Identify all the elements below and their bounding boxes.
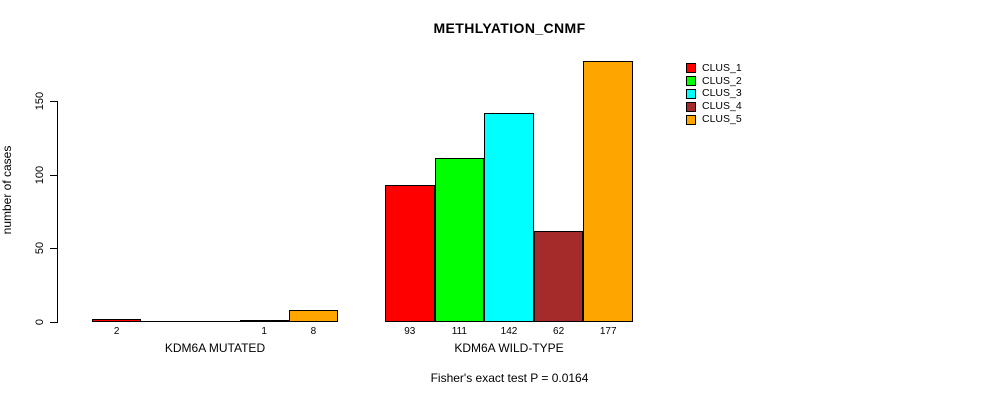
legend-swatch	[686, 63, 696, 74]
y-axis-line	[57, 101, 58, 323]
y-tick	[50, 248, 57, 249]
bar-value-label: 177	[599, 326, 617, 337]
legend-label: CLUS_3	[702, 87, 742, 100]
y-tick-label: 150	[34, 91, 46, 111]
y-axis-label: number of cases	[0, 145, 14, 235]
y-tick-label: 50	[34, 241, 46, 255]
bar-clus_5	[583, 61, 633, 322]
bar-value-label: 62	[553, 326, 565, 337]
group-label: KDM6A WILD-TYPE	[454, 341, 564, 355]
bar-clus_3	[484, 113, 534, 322]
y-tick-label: 0	[34, 318, 46, 326]
bar-value-label: 2	[113, 326, 120, 337]
y-tick	[50, 101, 57, 102]
chart-title: METHLYATION_CNMF	[433, 20, 586, 36]
bar-value-label: 1	[261, 326, 267, 337]
bar-clus_3-zero	[190, 321, 240, 322]
legend-swatch	[686, 114, 696, 125]
fisher-annotation: Fisher's exact test P = 0.0164	[430, 371, 589, 385]
legend-swatch	[686, 101, 696, 112]
y-tick	[50, 175, 57, 176]
group-label: KDM6A MUTATED	[164, 341, 266, 355]
legend-item: CLUS_5	[686, 113, 742, 126]
bar-value-label: 142	[500, 326, 518, 337]
bar-clus_4	[533, 231, 584, 322]
bar-clus_1	[92, 319, 142, 322]
y-tick-label: 100	[34, 165, 46, 185]
bar-value-label: 93	[404, 326, 416, 337]
legend-item: CLUS_2	[686, 75, 742, 88]
legend-item: CLUS_4	[686, 100, 742, 113]
bar-clus_1	[385, 185, 435, 322]
legend: CLUS_1 CLUS_2 CLUS_3 CLUS_4 CLUS_5	[686, 62, 742, 126]
legend-label: CLUS_2	[702, 74, 742, 87]
legend-item: CLUS_3	[686, 88, 742, 101]
bar-value-label: 111	[451, 326, 467, 337]
legend-label: CLUS_5	[702, 113, 742, 126]
legend-item: CLUS_1	[686, 62, 742, 75]
legend-label: CLUS_1	[702, 61, 742, 74]
legend-label: CLUS_4	[702, 100, 742, 113]
legend-swatch	[686, 88, 696, 99]
bar-clus_4	[239, 320, 289, 322]
bar-clus_5	[288, 310, 338, 322]
bar-value-label: 8	[310, 326, 317, 337]
bar-clus_2-zero	[141, 321, 191, 322]
legend-swatch	[686, 76, 696, 87]
bar-clus_2	[434, 158, 485, 322]
y-tick	[50, 322, 57, 323]
